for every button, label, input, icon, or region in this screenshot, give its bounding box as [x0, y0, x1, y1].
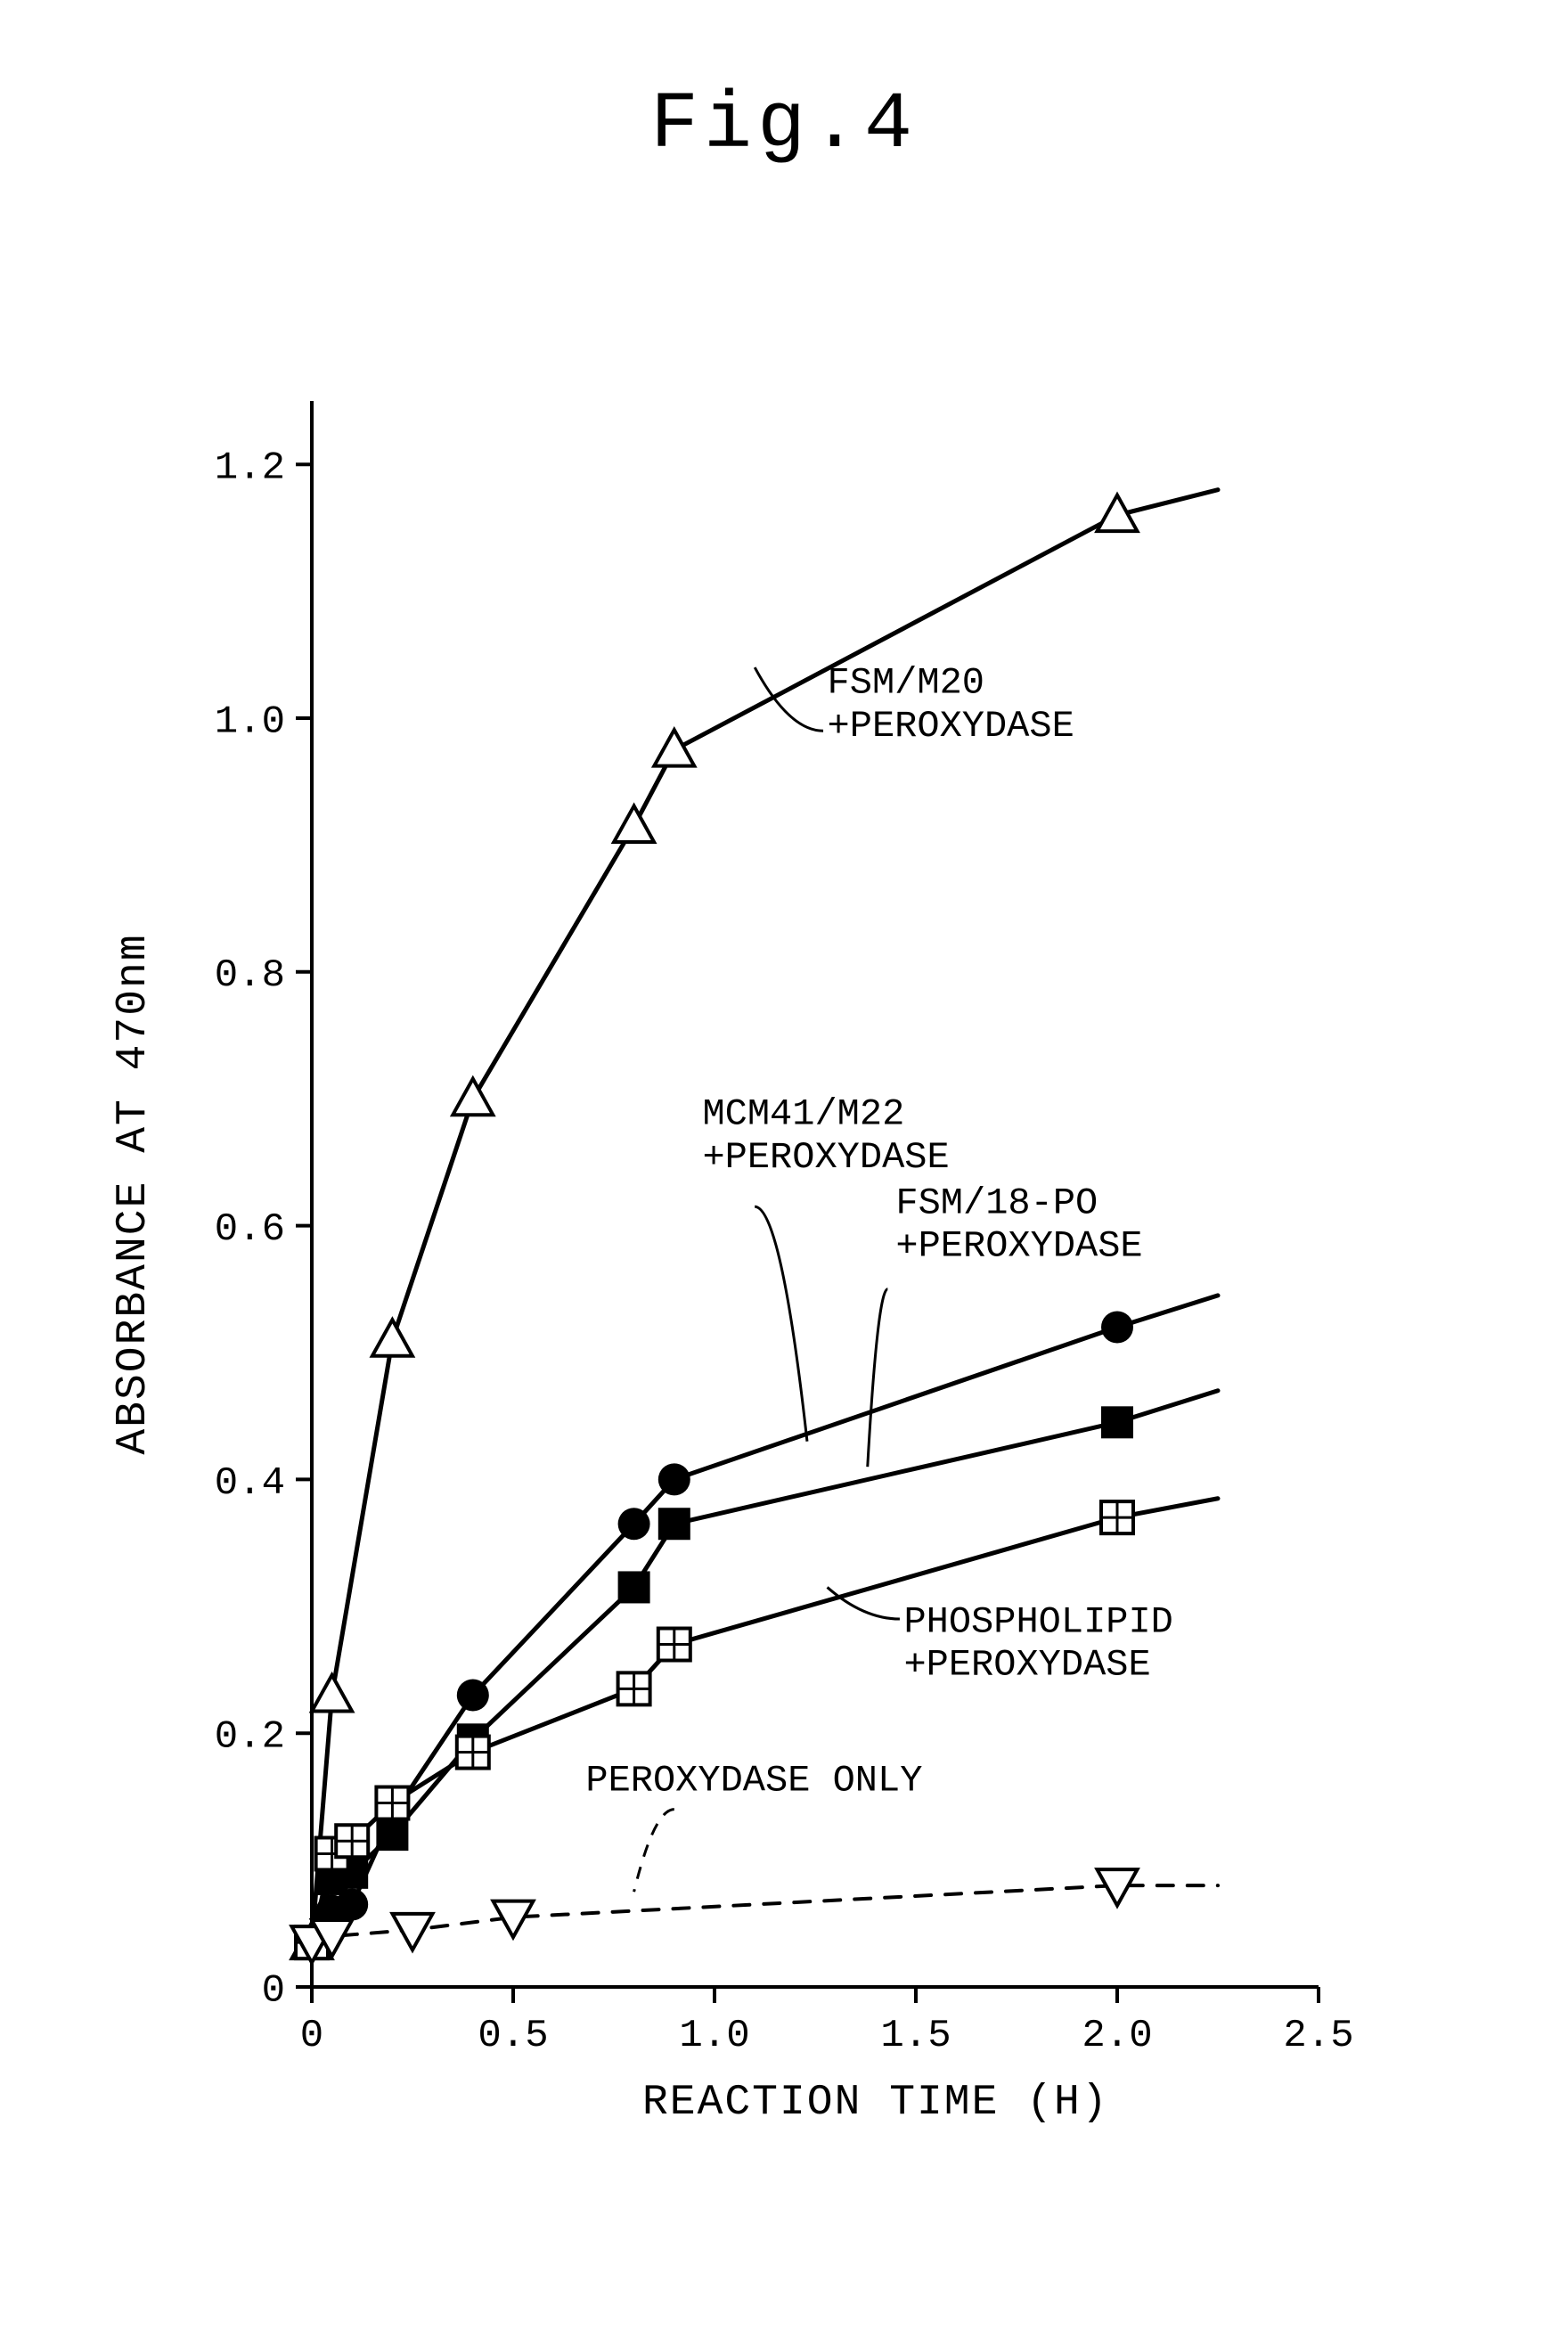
series-leader: [755, 1206, 807, 1441]
series-label: FSM/18-PO+PEROXYDASE: [895, 1181, 1142, 1267]
series-marker: [1101, 1312, 1133, 1344]
page: Fig.4 ABSORBANCE AT 470nm 0 0.2 0.4 0.6 0.8 1…: [0, 0, 1568, 2330]
series-marker: [457, 1679, 489, 1711]
series-marker: [658, 1508, 690, 1540]
series-marker: [658, 1463, 690, 1495]
series-marker: [376, 1787, 408, 1819]
series-marker: [376, 1819, 408, 1851]
y-tick-label: 1.2: [215, 446, 285, 491]
y-axis-label: ABSORBANCE AT 470nm: [110, 933, 158, 1454]
series-leader: [868, 1289, 888, 1467]
series-line: [312, 1885, 1218, 1942]
series-marker: [457, 1737, 489, 1769]
series-marker: [618, 1508, 650, 1540]
y-tick-label: 0: [262, 1968, 285, 2013]
x-tick-label: 1.0: [679, 2014, 749, 2058]
series-marker: [618, 1571, 650, 1603]
x-tick-label: 0.5: [478, 2014, 548, 2058]
series-marker: [453, 1079, 493, 1116]
series-label: MCM41/M22+PEROXYDASE: [702, 1093, 949, 1179]
series-label: FSM/M20+PEROXYDASE: [828, 662, 1074, 748]
series-marker: [372, 1320, 412, 1356]
series-marker: [1101, 1501, 1133, 1533]
x-tick-label: 2.0: [1082, 2014, 1152, 2058]
series-marker: [614, 806, 654, 842]
chart-area: 0 0.2 0.4 0.6 0.8 1.0 1.2 0 0.5 1.0 1.5 2.0 2.5 REACT…: [205, 356, 1363, 2138]
x-tick-label: 1.5: [880, 2014, 951, 2058]
series-leader: [634, 1810, 674, 1893]
y-tick-label: 0.2: [215, 1715, 285, 1760]
y-tick-label: 1.0: [215, 699, 285, 744]
y-tick-label: 0.8: [215, 953, 285, 998]
x-tick-label: 0: [300, 2014, 323, 2058]
series-line: [312, 1499, 1218, 1942]
series-marker: [658, 1629, 690, 1661]
x-tick-label: 2.5: [1283, 2014, 1353, 2058]
series-marker: [618, 1672, 650, 1705]
series-marker: [654, 730, 694, 766]
series-marker: [312, 1675, 352, 1712]
series-label: PHOSPHOLIPID+PEROXYDASE: [903, 1600, 1172, 1686]
series-marker: [393, 1914, 433, 1950]
series-marker: [336, 1825, 368, 1857]
x-axis-label: REACTION TIME (H): [642, 2079, 1109, 2127]
chart-svg: 0 0.2 0.4 0.6 0.8 1.0 1.2 0 0.5 1.0 1.5 2.0 2.5 REACT…: [205, 356, 1363, 2138]
y-tick-label: 0.4: [215, 1461, 285, 1506]
series-marker: [1101, 1406, 1133, 1438]
y-tick-label: 0.6: [215, 1207, 285, 1252]
figure-title: Fig.4: [0, 80, 1568, 171]
series-label: PEROXYDASE ONLY: [585, 1759, 922, 1802]
